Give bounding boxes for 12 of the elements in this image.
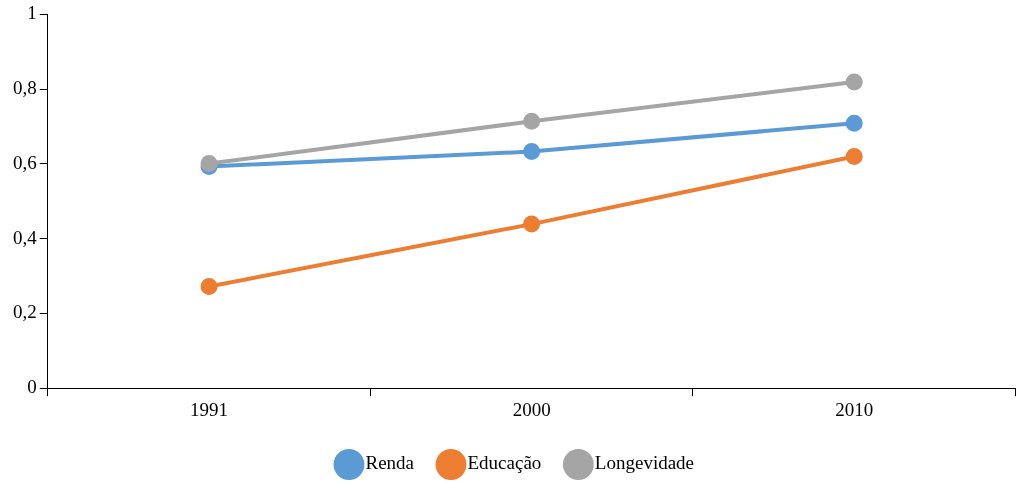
y-tick-label: 0,4: [13, 226, 38, 248]
legend-label: Renda: [365, 452, 415, 474]
y-tick-label: 0,8: [13, 77, 37, 99]
y-tick-label: 0,6: [13, 151, 37, 173]
legend-label: Educação: [467, 452, 542, 474]
x-tick-label: 2000: [512, 398, 551, 420]
x-tick-label: 1991: [190, 398, 229, 420]
y-tick-label: 0: [27, 376, 37, 398]
legend-label: Longevidade: [594, 452, 695, 474]
y-tick-label: 1: [27, 2, 37, 24]
x-tick-label: 2010: [835, 398, 874, 420]
y-tick-label: 0,2: [13, 301, 37, 323]
